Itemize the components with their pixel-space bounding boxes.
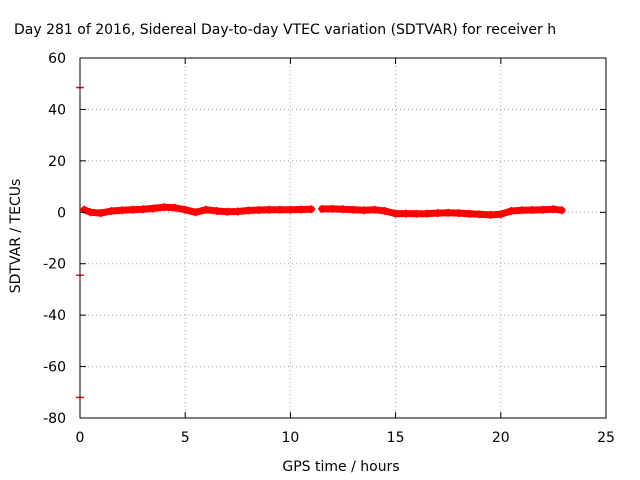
y-tick-label: -80 [43, 411, 66, 427]
y-tick-label: 60 [48, 51, 66, 67]
x-tick-label: 10 [281, 430, 299, 446]
x-tick-label: 5 [181, 430, 190, 446]
y-tick-label: -40 [43, 308, 66, 324]
y-tick-label: -20 [43, 257, 66, 273]
grid-lines [80, 58, 606, 418]
axis-ticks [79, 57, 607, 419]
x-tick-label: 15 [387, 430, 405, 446]
y-tick-label: 40 [48, 102, 66, 118]
data-series-band [80, 203, 315, 217]
data-series-band [318, 205, 566, 219]
data-layer [76, 86, 566, 399]
tick-labels: 0 5 10 15 20 25 60 40 20 0 -20 -40 -60 -80 [43, 51, 615, 446]
y-axis-label: SDTVAR / TECUs [8, 179, 24, 294]
plot-frame [79, 57, 607, 419]
x-tick-label: 0 [76, 430, 85, 446]
x-tick-label: 25 [597, 430, 615, 446]
x-tick-label: 20 [492, 430, 510, 446]
y-tick-label: 0 [57, 205, 66, 221]
chart-title: Day 281 of 2016, Sidereal Day-to-day VTE… [14, 22, 556, 38]
y-tick-label: 20 [48, 154, 66, 170]
x-axis-label: GPS time / hours [282, 459, 399, 475]
y-tick-label: -60 [43, 360, 66, 376]
